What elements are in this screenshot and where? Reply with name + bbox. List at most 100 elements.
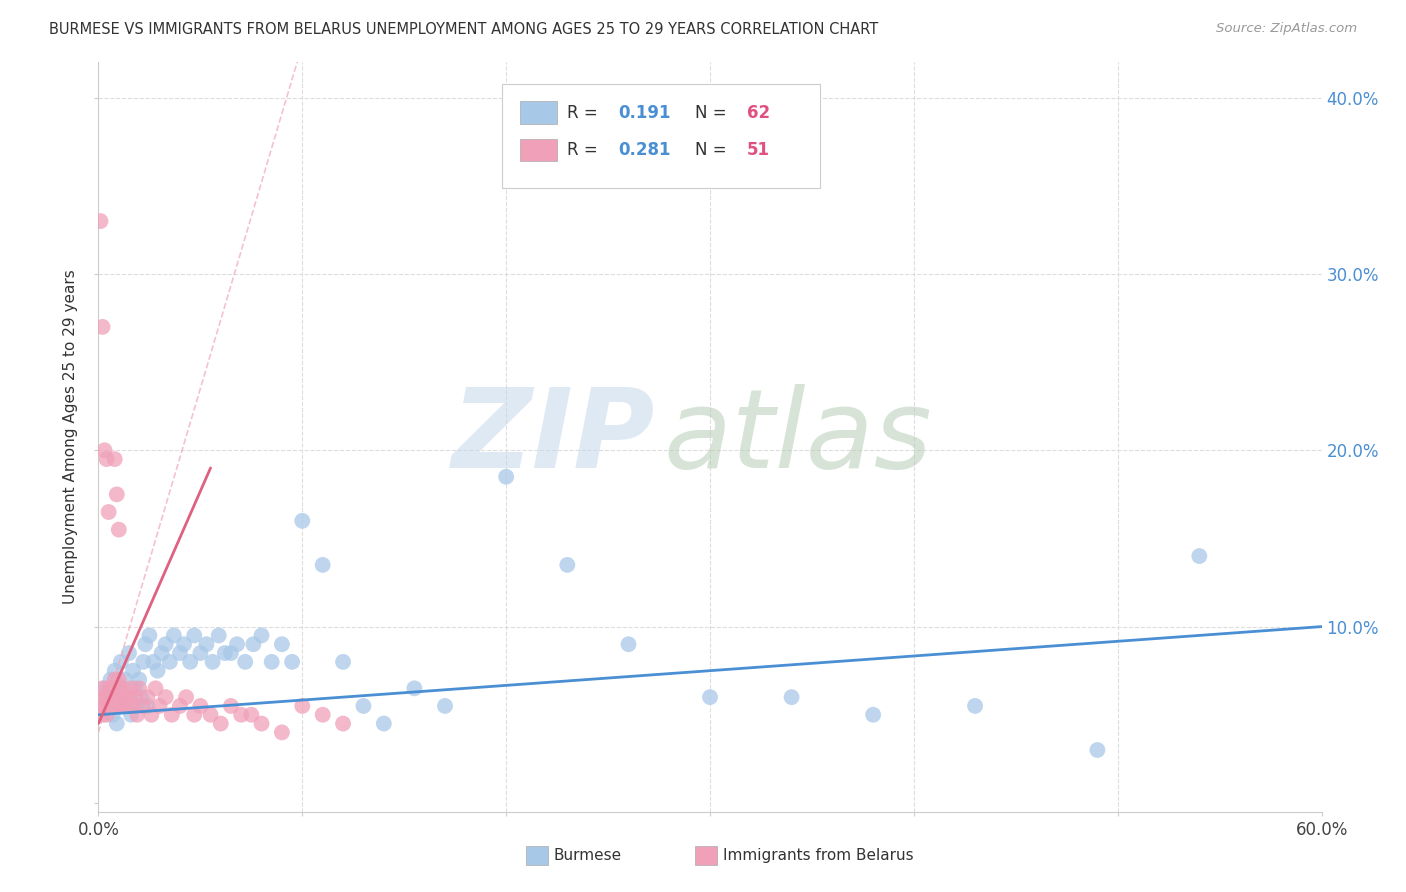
Point [115, 698, 138, 713]
Point [110, 698, 132, 713]
Point [155, 637, 177, 651]
Point [270, 637, 294, 651]
Point [188, 698, 212, 713]
Point [291, 514, 314, 528]
Point [91, 681, 114, 696]
Text: R =: R = [567, 103, 603, 121]
Point [219, 646, 242, 660]
Point [195, 637, 218, 651]
Point [108, 673, 131, 687]
Text: atlas: atlas [664, 384, 932, 491]
Point [233, 655, 256, 669]
Point [89, 214, 111, 228]
Point [128, 681, 150, 696]
Point [169, 698, 191, 713]
Point [159, 655, 181, 669]
Text: 0.281: 0.281 [619, 141, 671, 159]
Text: Source: ZipAtlas.com: Source: ZipAtlas.com [1216, 22, 1357, 36]
Point [495, 469, 517, 483]
Point [97, 505, 120, 519]
Point [250, 628, 273, 642]
Point [208, 628, 231, 642]
Text: N =: N = [696, 103, 733, 121]
Point [617, 637, 640, 651]
Point [127, 698, 149, 713]
Point [122, 698, 145, 713]
Point [136, 690, 159, 705]
Point [160, 707, 183, 722]
Point [100, 673, 122, 687]
Point [115, 690, 138, 705]
Point [111, 681, 134, 696]
Point [188, 646, 212, 660]
Point [699, 690, 721, 705]
Point [404, 681, 426, 696]
Point [96, 690, 118, 705]
Point [91, 707, 114, 722]
Point [219, 698, 242, 713]
Point [101, 698, 124, 713]
Point [209, 716, 232, 731]
Point [114, 673, 136, 687]
Point [201, 655, 224, 669]
Point [93, 681, 115, 696]
Point [96, 452, 118, 467]
Point [179, 655, 201, 669]
Point [129, 690, 152, 705]
Point [105, 487, 128, 501]
Point [169, 646, 191, 660]
Point [105, 716, 128, 731]
Point [127, 707, 149, 722]
Text: 51: 51 [747, 141, 769, 159]
Text: Immigrants from Belarus: Immigrants from Belarus [723, 848, 914, 863]
Point [260, 655, 283, 669]
Point [108, 523, 131, 537]
Point [1188, 549, 1211, 563]
Point [146, 664, 169, 678]
Point [214, 646, 236, 660]
FancyBboxPatch shape [520, 102, 557, 124]
Text: Burmese: Burmese [554, 848, 621, 863]
Point [555, 558, 579, 572]
Point [104, 664, 127, 678]
Point [110, 690, 132, 705]
Point [93, 443, 115, 458]
Point [134, 637, 156, 651]
Point [97, 698, 120, 713]
Point [312, 558, 335, 572]
Point [132, 655, 155, 669]
Point [145, 681, 167, 696]
Point [174, 690, 197, 705]
Point [105, 698, 128, 713]
Point [226, 637, 249, 651]
Point [352, 698, 374, 713]
Point [862, 707, 884, 722]
Point [93, 698, 115, 713]
Point [373, 716, 395, 731]
Point [312, 707, 335, 722]
Point [100, 681, 122, 696]
Point [1085, 743, 1108, 757]
Point [114, 690, 136, 705]
Point [965, 698, 987, 713]
Point [149, 698, 172, 713]
Text: R =: R = [567, 141, 603, 159]
Point [332, 716, 354, 731]
Point [183, 628, 205, 642]
Text: 0.191: 0.191 [619, 103, 671, 121]
Point [120, 707, 142, 722]
Point [101, 707, 124, 722]
Point [105, 690, 128, 705]
Point [124, 690, 146, 705]
Point [250, 716, 273, 731]
Point [291, 698, 314, 713]
Point [434, 698, 457, 713]
Point [332, 655, 354, 669]
Point [104, 673, 127, 687]
Point [108, 681, 131, 696]
Point [118, 646, 141, 660]
FancyBboxPatch shape [526, 846, 548, 865]
Point [108, 681, 131, 696]
FancyBboxPatch shape [520, 139, 557, 161]
Point [100, 690, 122, 705]
